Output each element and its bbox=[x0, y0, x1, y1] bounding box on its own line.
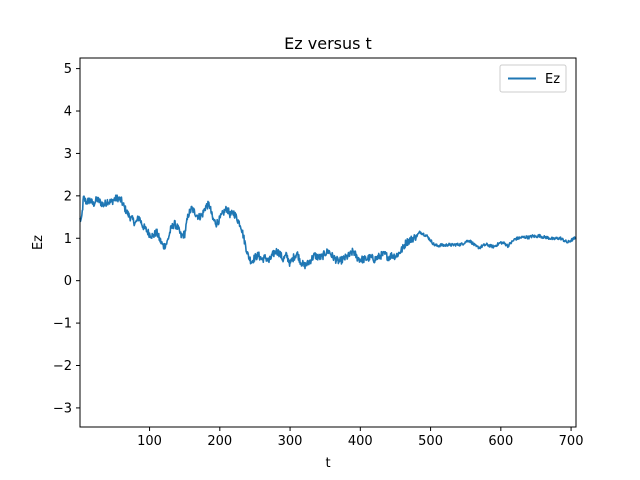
x-tick-label: 600 bbox=[488, 434, 513, 449]
y-tick-label: −1 bbox=[53, 317, 72, 332]
x-tick-label: 500 bbox=[418, 434, 443, 449]
legend: Ez bbox=[499, 64, 567, 93]
x-axis: 100 200 300 400 500 600 700 bbox=[137, 427, 583, 449]
y-tick-label: 3 bbox=[64, 147, 72, 162]
y-axis: −3 −2 −1 0 1 2 3 4 5 bbox=[53, 62, 80, 416]
chart-title: Ez versus t bbox=[284, 34, 372, 53]
y-tick-label: 0 bbox=[64, 274, 72, 289]
series-layer bbox=[79, 194, 577, 270]
plot-frame bbox=[79, 57, 577, 428]
x-axis-label: t bbox=[325, 456, 330, 471]
y-tick-label: 5 bbox=[64, 62, 72, 77]
y-tick-label: 2 bbox=[64, 189, 72, 204]
y-tick-label: −3 bbox=[53, 401, 72, 416]
legend-label: Ez bbox=[545, 72, 560, 87]
y-tick-label: −2 bbox=[53, 359, 72, 374]
series-line-ez bbox=[79, 194, 577, 270]
y-tick-label: 1 bbox=[64, 232, 72, 247]
x-tick-label: 400 bbox=[348, 434, 373, 449]
y-axis-label: Ez bbox=[31, 235, 46, 250]
x-tick-label: 200 bbox=[207, 434, 232, 449]
y-tick-label: 4 bbox=[64, 105, 72, 120]
x-tick-label: 100 bbox=[137, 434, 162, 449]
x-tick-label: 300 bbox=[278, 434, 303, 449]
x-tick-label: 700 bbox=[559, 434, 584, 449]
